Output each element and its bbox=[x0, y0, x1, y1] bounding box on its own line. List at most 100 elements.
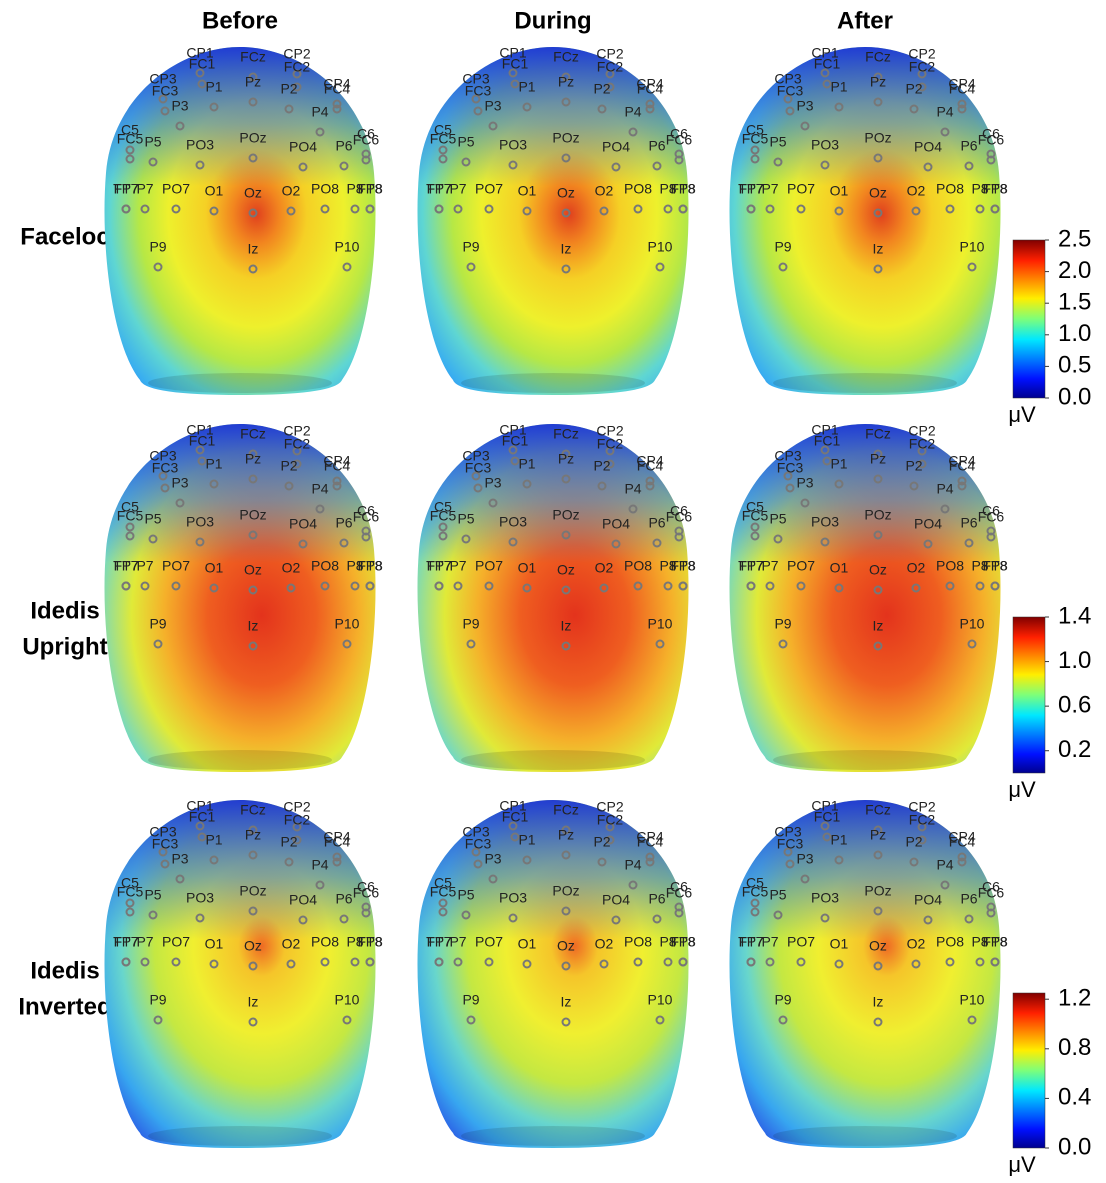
electrode bbox=[986, 155, 996, 165]
electrode-label: FC4 bbox=[949, 81, 976, 97]
head-shade bbox=[729, 47, 1001, 395]
electrode bbox=[663, 957, 673, 967]
electrode-label: C6 bbox=[982, 503, 1000, 519]
electrode-label: O2 bbox=[907, 936, 926, 952]
electrode-label: PO7 bbox=[162, 558, 190, 574]
electrode-label: Oz bbox=[869, 938, 887, 954]
electrode-label: CP2 bbox=[596, 423, 623, 439]
electrode-label: TP7 bbox=[738, 934, 764, 950]
electrode-label: P10 bbox=[335, 616, 360, 632]
electrode bbox=[158, 94, 168, 104]
electrode bbox=[160, 106, 170, 116]
electrode-label: C6 bbox=[670, 503, 688, 519]
electrode bbox=[248, 208, 258, 218]
electrode bbox=[315, 880, 325, 890]
electrode bbox=[783, 847, 793, 857]
electrode-label: P8 bbox=[659, 558, 676, 574]
electrode-label: P5 bbox=[769, 887, 786, 903]
electrode bbox=[332, 852, 342, 862]
electrode-label: O2 bbox=[282, 183, 301, 199]
electrode bbox=[597, 857, 607, 867]
electrode-label: Pz bbox=[245, 74, 261, 90]
head-base bbox=[461, 1126, 645, 1146]
head-shade bbox=[729, 424, 1001, 772]
electrode bbox=[645, 99, 655, 109]
electrode-label: CP2 bbox=[283, 799, 310, 815]
electrode-label: P5 bbox=[457, 511, 474, 527]
electrode-label: TP7 bbox=[426, 558, 452, 574]
electrode-label: FC5 bbox=[430, 131, 457, 147]
electrode-label: FC3 bbox=[777, 460, 804, 476]
electrode-label: POz bbox=[864, 130, 891, 146]
electrode bbox=[248, 474, 258, 484]
electrode-label: P3 bbox=[171, 98, 188, 114]
electrode bbox=[320, 204, 330, 214]
head-base bbox=[148, 373, 332, 393]
electrode-label: PO8 bbox=[624, 181, 652, 197]
electrode bbox=[561, 208, 571, 218]
electrode bbox=[778, 639, 788, 649]
electrode bbox=[746, 581, 756, 591]
electrode bbox=[605, 459, 615, 469]
electrode bbox=[674, 155, 684, 165]
electrode-label: C6 bbox=[357, 126, 375, 142]
electrode bbox=[990, 581, 1000, 591]
electrode bbox=[873, 1017, 883, 1027]
electrode-label: O1 bbox=[830, 936, 849, 952]
electrode-label: C6 bbox=[670, 879, 688, 895]
colorbar-tick-label: 0.4 bbox=[1058, 1084, 1091, 1111]
electrode-label: Pz bbox=[870, 74, 886, 90]
electrode-label: P2 bbox=[593, 834, 610, 850]
electrode-label: P9 bbox=[149, 992, 166, 1008]
electrode bbox=[599, 206, 609, 216]
electrode-label: P2 bbox=[280, 81, 297, 97]
electrode-label: FC3 bbox=[777, 836, 804, 852]
electrode bbox=[822, 456, 832, 466]
electrode-label: Pz bbox=[558, 451, 574, 467]
colorbar-tick-label: 1.2 bbox=[1058, 985, 1091, 1012]
electrode-label: C5 bbox=[746, 875, 764, 891]
electrode-label: TP8 bbox=[357, 181, 383, 197]
electrode bbox=[873, 585, 883, 595]
electrode bbox=[342, 262, 352, 272]
electrode bbox=[561, 1017, 571, 1027]
electrode bbox=[655, 1015, 665, 1025]
electrode bbox=[471, 847, 481, 857]
electrode bbox=[350, 581, 360, 591]
electrode-label: P4 bbox=[936, 104, 953, 120]
electrode-label: P1 bbox=[830, 832, 847, 848]
electrode-label: FC5 bbox=[430, 884, 457, 900]
electrode bbox=[917, 82, 927, 92]
electrode bbox=[508, 913, 518, 923]
electrode-label: FT8 bbox=[358, 934, 383, 950]
electrode-label: FC2 bbox=[284, 436, 311, 452]
electrode bbox=[320, 581, 330, 591]
head-shade bbox=[417, 800, 689, 1148]
electrode-label: FC5 bbox=[742, 508, 769, 524]
electrode-label: FC6 bbox=[353, 509, 380, 525]
electrode-label: POz bbox=[864, 883, 891, 899]
electrode-label: PO4 bbox=[602, 516, 630, 532]
electrode-label: P6 bbox=[335, 515, 352, 531]
electrode bbox=[750, 531, 760, 541]
electrode-label: P7 bbox=[761, 181, 778, 197]
electrode bbox=[342, 1015, 352, 1025]
electrode bbox=[785, 483, 795, 493]
electrode bbox=[975, 957, 985, 967]
electrode bbox=[917, 459, 927, 469]
electrode bbox=[160, 859, 170, 869]
electrode-label: FC3 bbox=[152, 836, 179, 852]
column-title: During bbox=[514, 7, 591, 34]
electrode bbox=[645, 476, 655, 486]
electrode-label: C5 bbox=[121, 875, 139, 891]
electrode-label: TP8 bbox=[982, 934, 1008, 950]
electrode bbox=[350, 204, 360, 214]
colorbar-tick-label: 0.0 bbox=[1058, 383, 1091, 410]
electrode bbox=[750, 145, 760, 155]
electrode-label: P9 bbox=[774, 992, 791, 1008]
electrode bbox=[339, 161, 349, 171]
electrode bbox=[561, 474, 571, 484]
electrode-label: FC5 bbox=[117, 508, 144, 524]
electrode-label: P8 bbox=[346, 558, 363, 574]
electrode bbox=[628, 127, 638, 137]
